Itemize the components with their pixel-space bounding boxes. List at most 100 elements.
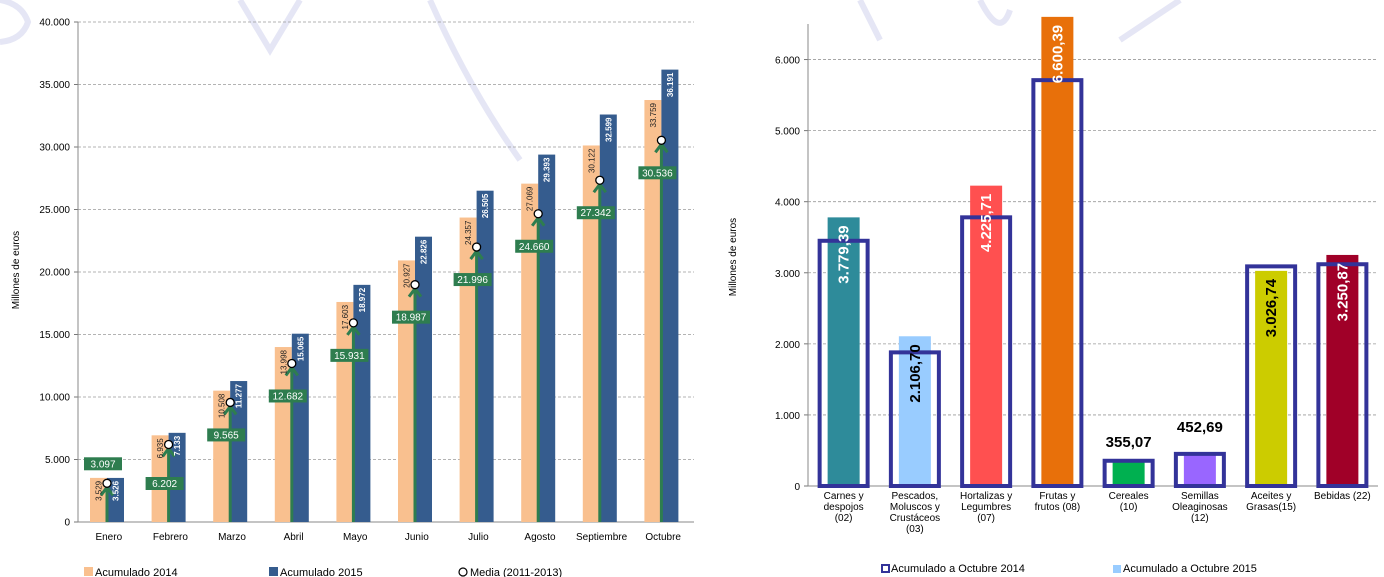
bar-oct-2015	[898, 336, 931, 486]
bar-2015-label: 22.826	[420, 239, 429, 264]
bar-oct-2015-label: 3.026,74	[1263, 278, 1280, 337]
right-category-label-line: Crustáceos	[890, 513, 941, 524]
mean-marker	[225, 397, 235, 408]
left-category-label: Agosto	[524, 532, 556, 543]
right-y-tick-label: 4.000	[775, 198, 800, 209]
mean-value-label: 30.536	[642, 168, 673, 179]
left-category-label: Marzo	[218, 532, 246, 543]
mean-marker	[471, 242, 482, 252]
mean-value-label: 21.996	[457, 275, 488, 286]
mean-marker	[410, 280, 420, 290]
bar-2015-label: 3.526	[112, 480, 121, 501]
left-category-labels: Enero Febrero Marzo Abril Mayo Junio Julio Agos…	[95, 532, 681, 543]
bar-oct-2014-outline	[1173, 451, 1226, 488]
legend-swatch-oct-2015	[1113, 565, 1121, 573]
bar-2015	[476, 190, 494, 522]
bar-2014	[644, 100, 662, 522]
bar-2015-label: 15.065	[296, 336, 305, 361]
legend-swatch-2014	[84, 567, 93, 576]
bar-oct-2014-outline	[1102, 458, 1155, 489]
legend-swatch-2015	[269, 567, 278, 576]
bar-2015	[661, 69, 679, 523]
mean-value-label: 18.987	[396, 313, 427, 324]
mean-marker	[287, 358, 297, 369]
left-y-tick-label: 15.000	[39, 330, 70, 341]
left-category-label: Enero	[95, 532, 122, 543]
mean-value-label: 24.660	[519, 242, 550, 253]
mean-value-box	[576, 206, 615, 220]
bar-oct-2015-label: 452,69	[1177, 419, 1223, 436]
right-category-label-line: (12)	[1191, 513, 1209, 524]
bar-2014	[521, 183, 539, 522]
right-chart: 0 1.000 2.000 3.000 4.000 5.000 6.000 Millones…	[728, 16, 1378, 575]
legend-swatch-oct-2014	[881, 564, 890, 573]
bar-2015	[538, 154, 556, 522]
bar-oct-2015	[1041, 16, 1074, 486]
watermark-stroke	[0, 0, 32, 45]
mean-marker	[102, 478, 112, 488]
mean-value-box	[84, 457, 122, 471]
bar-oct-2015-label: 6.600,39	[1049, 25, 1066, 83]
right-category-label-line: Aceites y	[1251, 491, 1292, 502]
left-y-tick-label: 5.000	[45, 455, 70, 466]
left-legend: Acumulado 2014 Acumulado 2015 Media (201…	[84, 567, 562, 577]
bar-2015	[353, 284, 371, 522]
bar-2014-label: 27.069	[526, 186, 535, 211]
left-y-tick-label: 40.000	[39, 18, 70, 29]
mean-value-box	[207, 428, 246, 442]
left-y-tick-label: 25.000	[39, 205, 70, 216]
right-category-label-line: Semillas	[1181, 491, 1219, 502]
right-y-tick-label: 2.000	[775, 340, 800, 351]
right-category-label-line: (02)	[835, 513, 853, 524]
bar-2014-label: 17.603	[341, 304, 350, 329]
bar-oct-2014-outline	[817, 238, 870, 488]
bar-oct-2014-outline	[1245, 264, 1298, 488]
bar-2015	[415, 236, 432, 523]
bar-oct-2015	[1326, 254, 1359, 486]
bar-oct-2015-label: 4.225,71	[978, 194, 995, 252]
bar-oct-2014-outline	[1031, 78, 1084, 489]
bar-2014-label: 33.759	[649, 102, 658, 127]
legend-label-2015: Acumulado 2015	[280, 567, 363, 577]
bar-2014-label: 3.529	[95, 480, 104, 501]
mean-value-label: 6.202	[152, 479, 177, 490]
watermark-stroke	[427, 0, 523, 162]
watermark-stroke	[1118, 0, 1182, 43]
right-category-label-line: (10)	[1120, 502, 1138, 513]
bar-2014-label: 24.357	[464, 220, 473, 245]
left-category-label: Mayo	[343, 532, 368, 543]
bar-oct-2015	[1183, 453, 1216, 486]
left-category-label: Febrero	[153, 532, 188, 543]
right-y-axis-label: Millones de euros	[728, 218, 739, 296]
bar-2014-label: 30.122	[587, 148, 596, 173]
right-category-label-line: Carnes y	[824, 491, 864, 502]
watermark-stroke	[977, 0, 1013, 26]
mean-value-label: 15.931	[334, 351, 365, 362]
legend-label-oct-2015: Acumulado a Octubre 2015	[1123, 563, 1257, 575]
legend-label-mean: Media (2011-2013)	[470, 567, 562, 577]
bar-2015	[230, 381, 248, 522]
bar-2014	[213, 390, 231, 522]
right-category-label-line: Legumbres	[961, 502, 1011, 513]
right-category-label-line: (07)	[977, 513, 995, 524]
left-y-axis-label: Millones de euros	[11, 231, 22, 309]
watermark-stroke	[237, 0, 303, 56]
left-chart: 0 5.000 10.000 15.000 20.000 25.000 30.000 35.0…	[11, 18, 694, 577]
background-watermark	[0, 0, 1182, 162]
right-category-label-line: Moluscos y	[890, 502, 940, 513]
mean-value-box	[515, 239, 554, 253]
bar-2014-label: 6.935	[156, 438, 165, 459]
left-y-tick-label: 0	[64, 518, 70, 529]
bar-2015-label: 26.505	[481, 193, 490, 218]
bar-2015-label: 18.972	[358, 287, 367, 312]
bar-oct-2015	[970, 185, 1003, 486]
right-y-tick-label: 3.000	[775, 269, 800, 280]
bar-oct-2015-label: 3.779,39	[836, 225, 853, 283]
bar-2015-label: 36.191	[666, 72, 675, 97]
watermark-stroke	[857, 0, 883, 42]
right-category-label-line: (03)	[906, 524, 924, 535]
bar-2015	[107, 477, 124, 522]
mean-value-box	[453, 273, 492, 287]
mean-value-label: 9.565	[214, 430, 239, 441]
bar-oct-2015-label: 3.250,87	[1334, 263, 1351, 321]
